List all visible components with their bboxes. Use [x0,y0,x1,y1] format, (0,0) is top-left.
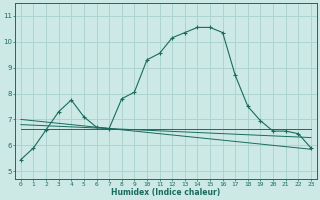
X-axis label: Humidex (Indice chaleur): Humidex (Indice chaleur) [111,188,220,197]
